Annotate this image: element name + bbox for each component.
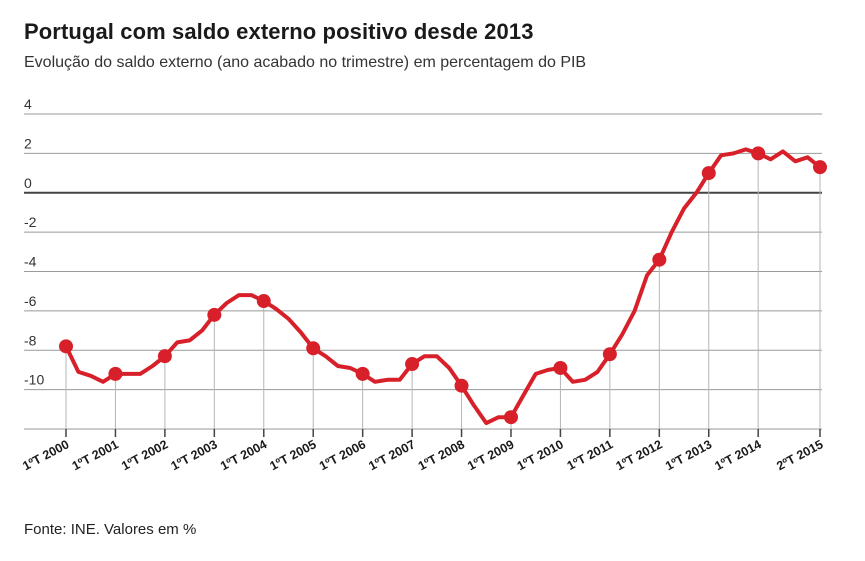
x-tick-label: 1ºT 2014 <box>712 437 763 473</box>
data-point-marker <box>405 357 420 372</box>
series-line <box>64 147 822 426</box>
y-tick-label: -2 <box>24 214 37 230</box>
x-tick-label: 1ºT 2003 <box>169 437 220 473</box>
data-point-marker <box>751 146 766 161</box>
grid-lines <box>24 113 822 430</box>
x-tick-label: 1ºT 2006 <box>317 437 368 473</box>
y-tick-label: 0 <box>24 175 32 191</box>
data-point-marker <box>157 349 172 364</box>
source-note: Fonte: INE. Valores em % <box>24 521 197 538</box>
x-tick-label: 2ºT 2015 <box>774 437 825 473</box>
x-reference-lines <box>65 153 821 437</box>
chart-title: Portugal com saldo externo positivo desd… <box>24 19 534 44</box>
x-tick-label: 1ºT 2011 <box>565 437 616 473</box>
x-tick-label: 1ºT 2010 <box>515 437 566 473</box>
x-tick-label: 1ºT 2000 <box>20 437 71 473</box>
x-tick-label: 1ºT 2005 <box>268 437 319 473</box>
x-tick-label: 1ºT 2007 <box>366 437 417 473</box>
data-point-marker <box>503 410 518 425</box>
x-tick-label: 1ºT 2009 <box>465 437 516 473</box>
y-tick-label: -10 <box>24 372 44 388</box>
data-point-marker <box>454 378 469 393</box>
data-point-marker <box>652 252 667 267</box>
data-point-marker <box>701 166 716 181</box>
data-point-marker <box>59 339 73 354</box>
data-point-marker <box>553 360 568 375</box>
data-point-marker <box>108 366 123 381</box>
series-layer <box>59 146 827 426</box>
y-tick-label: -4 <box>24 254 37 270</box>
y-tick-label: 2 <box>24 135 32 151</box>
chart-subtitle: Evolução do saldo externo (ano acabado n… <box>24 54 587 71</box>
data-point-marker <box>355 366 370 381</box>
data-point-marker <box>602 347 617 362</box>
x-tick-label: 1ºT 2012 <box>614 437 665 473</box>
data-point-marker <box>256 294 271 309</box>
y-tick-label: 4 <box>24 96 32 112</box>
x-tick-label: 1ºT 2004 <box>218 437 269 473</box>
x-tick-label: 1ºT 2008 <box>416 437 467 473</box>
data-point-marker <box>207 307 222 322</box>
y-tick-label: -6 <box>24 293 37 309</box>
data-point-marker <box>306 341 321 356</box>
x-tick-label: 1ºT 2013 <box>663 437 714 473</box>
y-axis: 4 2 0 -2 -4 -6 -8 -10 <box>24 96 44 388</box>
x-tick-label: 1ºT 2001 <box>70 437 121 473</box>
data-point-marker <box>813 160 827 175</box>
y-tick-label: -8 <box>24 332 37 348</box>
x-tick-label: 1ºT 2002 <box>119 437 170 473</box>
